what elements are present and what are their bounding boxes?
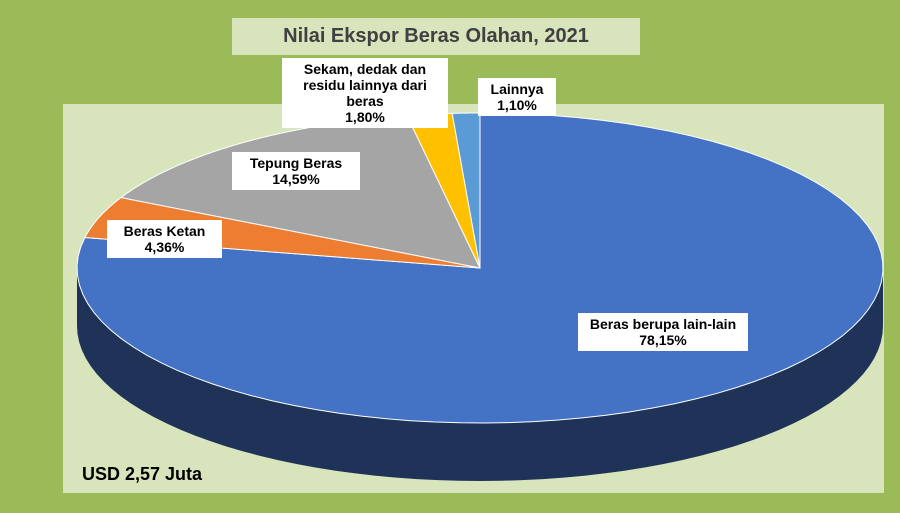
data-label: Beras Ketan 4,36% xyxy=(107,220,222,258)
data-label: Sekam, dedak dan residu lainnya dari ber… xyxy=(282,58,448,128)
slice xyxy=(84,197,481,269)
value-label: 78,15% xyxy=(639,332,687,348)
data-label: Beras berupa lain-lain 78,15% xyxy=(578,313,748,351)
data-label: Lainnya 1,10% xyxy=(478,78,556,116)
category-label: Beras berupa lain-lain xyxy=(589,316,737,332)
category-label: Beras Ketan xyxy=(123,223,206,239)
category-label: Tepung Beras xyxy=(249,155,343,171)
value-label: 1,80% xyxy=(345,109,385,125)
value-label: 14,59% xyxy=(272,171,320,187)
category-label: Sekam, dedak dan residu lainnya dari ber… xyxy=(303,61,427,109)
data-label: Tepung Beras 14,59% xyxy=(232,152,360,190)
value-label: 1,10% xyxy=(497,97,537,113)
slice-side xyxy=(77,268,883,481)
slice xyxy=(451,112,481,269)
category-label: Lainnya xyxy=(490,81,544,97)
chart-title: Nilai Ekspor Beras Olahan, 2021 xyxy=(232,18,640,55)
value-label: 4,36% xyxy=(144,239,185,255)
annotation: USD 2,57 Juta xyxy=(82,464,203,484)
